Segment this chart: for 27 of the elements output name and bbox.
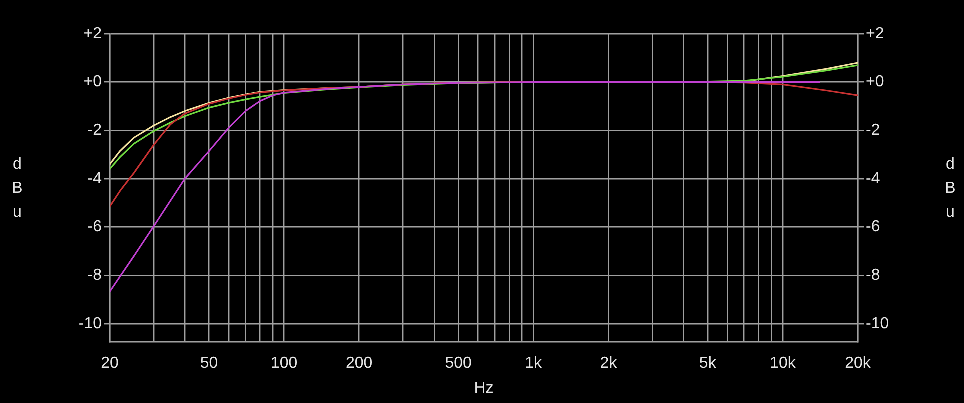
y-axis-title: dBu [9, 156, 26, 228]
x-tick-label: 500 [445, 355, 472, 372]
y-tick-label: +0 [84, 74, 102, 91]
x-tick-label: 100 [270, 355, 298, 372]
y2-tick-label: -6 [866, 218, 880, 236]
y-tick-label: -8 [88, 266, 102, 284]
y-tick-label: +2 [84, 25, 102, 42]
y2-axis-title: dBu [942, 156, 959, 228]
x-axis-title: Hz [473, 380, 495, 398]
y-tick-label: -10 [78, 315, 102, 332]
y2-tick-label: -4 [866, 170, 880, 188]
x-tick-label: 20 [101, 355, 119, 372]
y2-tick-label: +0 [866, 74, 884, 91]
y2-tick-label: -8 [866, 266, 880, 284]
y-tick-label: -2 [88, 122, 102, 140]
x-tick-label: 2k [600, 355, 618, 372]
x-tick-label: 20k [845, 355, 872, 372]
y2-tick-label: -2 [866, 122, 880, 140]
x-tick-label: 5k [699, 355, 718, 372]
x-tick-label: 1k [525, 355, 544, 372]
x-tick-label: 10k [770, 355, 797, 372]
x-tick-label: 50 [200, 355, 218, 372]
y-tick-label: -4 [88, 170, 102, 188]
y2-tick-label: -10 [866, 315, 890, 332]
y-tick-label: -6 [88, 218, 102, 236]
x-tick-label: 200 [346, 355, 373, 372]
y2-tick-label: +2 [866, 25, 884, 42]
